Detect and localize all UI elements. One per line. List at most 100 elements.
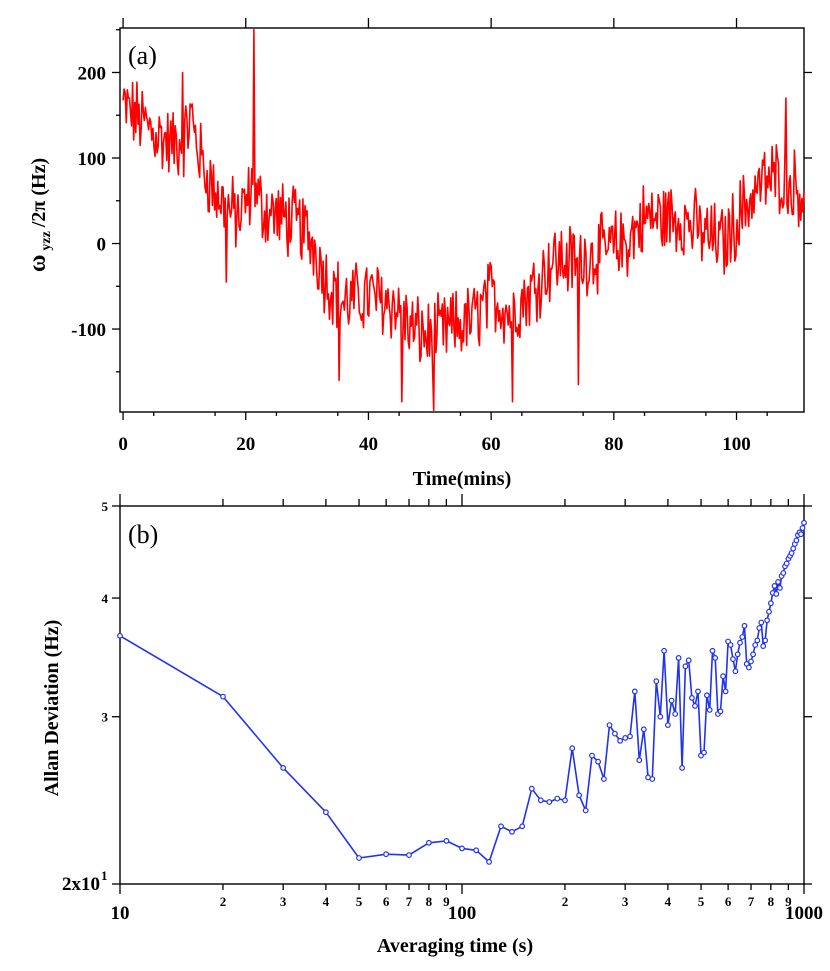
panel-b-x-minor-tick-label: 7: [406, 894, 413, 909]
panel-b-data-point: [773, 591, 780, 597]
panel-b-data-point: [665, 722, 671, 728]
panel-b-data-point: [717, 708, 724, 715]
panel-b-data-point: [799, 525, 806, 531]
panel-b-x-minor-tick-label: 5: [356, 894, 363, 909]
panel-b-data-point: [727, 642, 734, 648]
panel-b-x-minor-tick-label: 3: [622, 894, 629, 909]
panel-a-x-tick-label: 0: [118, 434, 128, 455]
panel-b-data-point: [528, 785, 535, 792]
panel-b-data-point: [706, 707, 713, 713]
panel-a-x-tick-label: 20: [236, 434, 255, 455]
panel-b-data-point: [486, 859, 493, 865]
panel-b-data-point: [766, 608, 772, 615]
panel-b-x-minor-tick-label: 2: [562, 894, 569, 909]
panel-a-x-tick-label: 40: [359, 434, 378, 455]
panel-b-x-minor-tick-label: 4: [323, 894, 330, 909]
panel-b-data-point: [675, 655, 682, 661]
panel-b-data-point: [760, 643, 767, 649]
panel-b-data-point: [601, 776, 607, 782]
panel-b-points: [117, 519, 807, 865]
panel-b-data-point: [280, 765, 287, 771]
panel-b-data-point: [622, 735, 629, 741]
panel-b-y-axis-label: Allan Deviation (Hz): [41, 620, 63, 797]
panel-b-data-point: [672, 711, 679, 717]
panel-b-data-point: [509, 828, 515, 835]
panel-b-data-point: [734, 651, 741, 658]
panel-b-x-tick-label: 100: [448, 903, 477, 924]
panel-b-data-point: [679, 765, 685, 771]
panel-b-data-point: [777, 585, 783, 591]
panel-b-x-minor-tick-label: 2: [220, 894, 227, 909]
panel-b-data-point: [689, 695, 695, 701]
panel-b-data-point: [562, 797, 568, 804]
panel-a-y-tick-label: 200: [78, 63, 107, 84]
panel-b-data-point: [356, 855, 362, 861]
panel-b-data-point: [473, 847, 480, 854]
panel-b-data-point: [764, 617, 770, 624]
panel-b-series-line: [119, 522, 805, 863]
panel-b-y-tick-label: 5: [102, 499, 109, 514]
panel-b-data-point: [519, 823, 526, 830]
panel-b-data-point: [758, 619, 765, 626]
panel-b-data-point: [692, 703, 698, 709]
panel-b-x-minor-tick-label: 6: [725, 894, 732, 909]
panel-b-data-point: [612, 730, 618, 737]
panel-b-y-tick-exponent: 1: [101, 868, 108, 883]
panel-b-data-point: [595, 758, 601, 765]
panel-b-data-point: [783, 560, 790, 567]
panel-b-data-point: [627, 733, 633, 740]
panel-b-x-minor-tick-label: 9: [443, 894, 450, 909]
panel-a-y-tick-label: 0: [97, 235, 107, 256]
panel-a-x-tick-label: 100: [722, 434, 751, 455]
panel-b-data-point: [459, 845, 465, 852]
panel-b-data-point: [537, 797, 544, 804]
panel-b-data-point: [754, 637, 761, 644]
panel-b-data-point: [636, 757, 643, 764]
panel-b-x-axis-label: Averaging time (s): [377, 935, 533, 957]
panel-b-data-point: [443, 838, 450, 844]
panel-b-data-point: [649, 776, 656, 782]
panel-b-data-point: [685, 657, 692, 664]
panel-b-data-point: [695, 688, 701, 695]
panel-a-y-label-symbol: ω: [25, 255, 51, 273]
panel-b-data-point: [606, 722, 613, 728]
panel-b-x-minor-tick-label: 4: [665, 894, 672, 909]
panel-b-data-point: [737, 639, 743, 646]
panel-b-label: (b): [128, 520, 158, 549]
panel-b-data-point: [801, 519, 807, 526]
panel-a-x-axis-label: Time(mins): [413, 468, 512, 490]
panel-b-data-point: [554, 795, 561, 802]
panel-b-data-point: [752, 642, 759, 648]
panel-b-x-tick-label: 1000: [785, 903, 823, 924]
panel-a-x-tick-label: 80: [604, 434, 623, 455]
panel-a-x-tick-label: 60: [482, 434, 501, 455]
panel-b-data-point: [682, 663, 689, 670]
panel-b-data-point: [748, 658, 754, 665]
panel-b-data-point: [631, 688, 638, 695]
panel-b-data-point: [582, 807, 589, 814]
panel-b-x-minor-tick-label: 5: [698, 894, 705, 909]
panel-b-data-point: [730, 656, 736, 662]
panel-b-x-minor-tick-label: 3: [280, 894, 287, 909]
panel-b-data-point: [653, 678, 660, 685]
panel-b-data-point: [704, 692, 710, 699]
panel-b-data-point: [709, 647, 716, 654]
panel-b-data-point: [569, 745, 576, 752]
panel-a-time-trace: (a) 0 20 40 60 80 100 -100 0 100 200 Time(mins) ω…: [25, 18, 812, 490]
panel-b-data-point: [546, 799, 553, 805]
panel-b-data-point: [732, 668, 739, 675]
panel-a-y-tick-label: 100: [78, 149, 107, 170]
panel-b-data-point: [117, 632, 123, 639]
panel-b-data-point: [720, 673, 726, 680]
panel-b-data-point: [323, 809, 329, 816]
panel-b-data-point: [741, 622, 748, 629]
panel-b-data-point: [746, 664, 752, 671]
panel-b-data-point: [701, 749, 707, 756]
panel-b-data-point: [793, 537, 800, 544]
panel-b-data-point: [712, 655, 719, 661]
panel-b-data-point: [798, 531, 804, 538]
panel-b-data-point: [589, 752, 595, 759]
panel-b-data-point: [406, 852, 412, 858]
panel-b-x-minor-tick-label: 9: [785, 894, 792, 909]
